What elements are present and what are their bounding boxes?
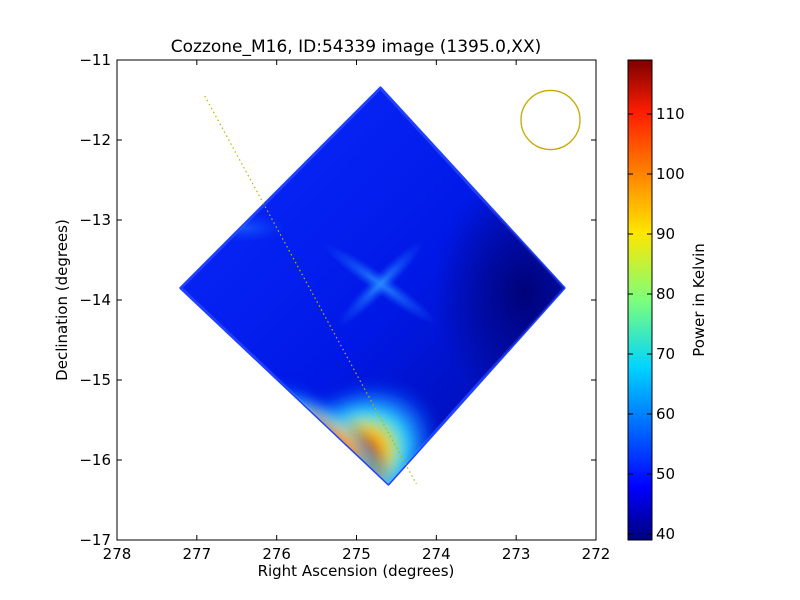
plot-area (179, 86, 581, 486)
colorbar-tick-label: 70 (656, 345, 675, 363)
x-axis-ticks: 278 277 276 275 274 273 272 (103, 60, 611, 563)
x-tick-label: 276 (262, 545, 291, 563)
x-tick-label: 274 (422, 545, 451, 563)
colorbar-tick-label: 40 (656, 525, 675, 543)
y-tick-label: −17 (79, 531, 111, 549)
y-axis-label: Declination (degrees) (53, 219, 71, 381)
center-feature-b (337, 240, 424, 328)
y-tick-label: −14 (79, 291, 111, 309)
intensity-map (179, 86, 566, 486)
scan-track-line (204, 95, 417, 485)
x-tick-label: 277 (183, 545, 212, 563)
x-tick-label: 278 (103, 545, 132, 563)
x-tick-label: 275 (342, 545, 371, 563)
y-axis-ticks: −11 −12 −13 −14 −15 −16 −17 (79, 51, 596, 549)
x-tick-label: 272 (582, 545, 611, 563)
chart-title: Cozzone_M16, ID:54339 image (1395.0,XX) (171, 37, 541, 57)
y-tick-label: −12 (79, 131, 111, 149)
x-tick-label: 273 (502, 545, 531, 563)
y-tick-label: −11 (79, 51, 111, 69)
colorbar-tick-label: 60 (656, 405, 675, 423)
low-intensity-region (434, 172, 565, 412)
colorbar-tick-label: 100 (656, 165, 685, 183)
colorbar-tick-label: 50 (656, 465, 675, 483)
colorbar (627, 59, 653, 541)
colorbar-tick-label: 80 (656, 285, 675, 303)
x-axis-label: Right Ascension (degrees) (258, 562, 455, 580)
y-tick-label: −15 (79, 371, 111, 389)
colorbar-ticks: 40 50 60 70 80 90 100 110 (628, 105, 685, 543)
colorbar-label: Power in Kelvin (690, 243, 708, 357)
y-tick-label: −13 (79, 211, 111, 229)
colorbar-tick-label: 110 (656, 105, 685, 123)
beam-size-circle (520, 89, 581, 151)
y-tick-label: −16 (79, 451, 111, 469)
colorbar-tick-label: 90 (656, 225, 675, 243)
upper-left-feature (204, 214, 285, 242)
